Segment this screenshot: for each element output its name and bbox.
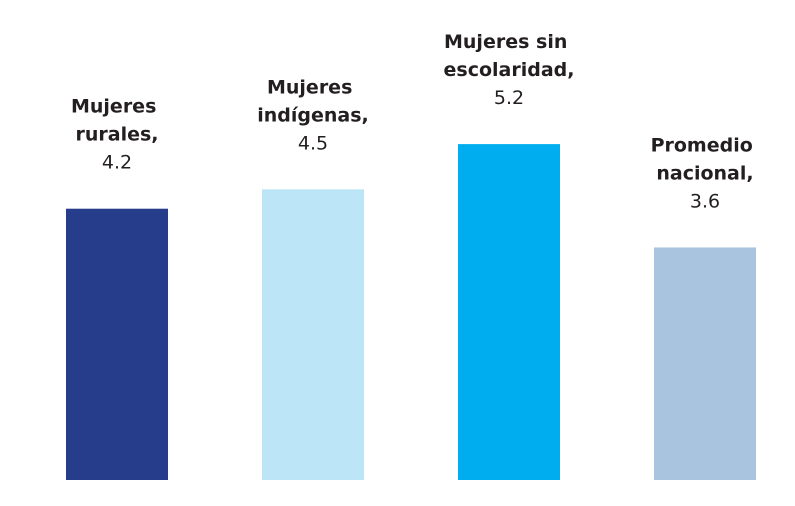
value-label: 3.6 xyxy=(690,190,720,212)
category-label: Mujeres indígenas, xyxy=(257,76,369,126)
bar xyxy=(458,144,560,481)
category-label: Promedio nacional, xyxy=(651,134,760,184)
value-label: 5.2 xyxy=(494,87,524,109)
category-label: Mujeres sin escolaridad, xyxy=(444,31,575,81)
bar xyxy=(654,247,756,480)
value-label: 4.2 xyxy=(102,152,132,174)
bar xyxy=(66,208,168,480)
bar xyxy=(262,189,364,480)
value-label: 4.5 xyxy=(298,132,328,154)
category-label: Mujeres rurales, xyxy=(71,96,163,146)
